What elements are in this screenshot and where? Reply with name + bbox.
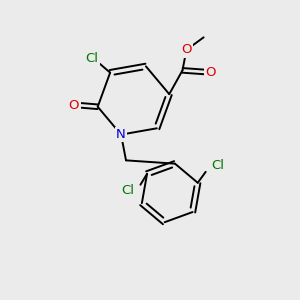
Text: Cl: Cl [85,52,98,65]
Text: O: O [69,99,79,112]
Text: O: O [181,44,192,56]
Text: Cl: Cl [122,184,134,197]
Text: Cl: Cl [212,159,225,172]
Text: N: N [116,128,126,141]
Text: O: O [206,65,216,79]
